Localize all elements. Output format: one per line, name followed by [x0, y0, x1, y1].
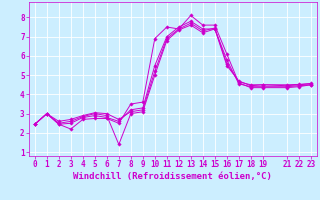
X-axis label: Windchill (Refroidissement éolien,°C): Windchill (Refroidissement éolien,°C) — [73, 172, 272, 181]
